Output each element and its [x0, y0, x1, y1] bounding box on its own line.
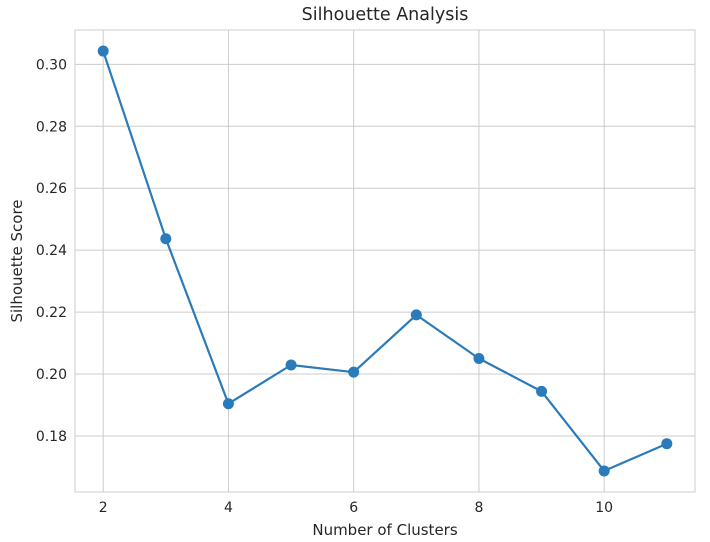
data-point — [285, 359, 297, 371]
y-tick-label: 0.18 — [36, 429, 67, 445]
data-point — [536, 385, 548, 397]
x-tick-label: 6 — [349, 500, 358, 516]
series-line — [102, 50, 668, 472]
x-tick-label: 8 — [474, 500, 483, 516]
y-tick-label: 0.30 — [36, 57, 67, 73]
x-tick-labels: 2 4 6 8 10 — [99, 500, 613, 516]
data-point — [348, 366, 360, 378]
y-tick-label: 0.26 — [36, 181, 67, 197]
grid-lines — [75, 30, 695, 492]
y-tick-label: 0.22 — [36, 305, 67, 321]
x-tick-label: 4 — [224, 500, 233, 516]
y-tick-label: 0.28 — [36, 119, 67, 135]
x-tick-label: 10 — [595, 500, 613, 516]
plot-area-frame — [74, 29, 696, 493]
data-point — [661, 438, 673, 450]
data-point — [473, 353, 485, 365]
data-point — [160, 233, 172, 245]
y-axis-label: Silhouette Score — [8, 199, 26, 322]
x-tick-label: 2 — [99, 500, 108, 516]
y-tick-labels: 0.18 0.20 0.22 0.24 0.26 0.28 0.30 — [36, 57, 67, 445]
chart-title: Silhouette Analysis — [302, 5, 469, 25]
x-axis-label: Number of Clusters — [312, 521, 457, 539]
data-points — [97, 45, 673, 477]
data-point — [598, 465, 610, 477]
data-point — [410, 309, 422, 321]
y-tick-label: 0.20 — [36, 367, 67, 383]
y-tick-label: 0.24 — [36, 243, 67, 259]
data-point — [97, 45, 109, 57]
data-point — [222, 398, 234, 410]
